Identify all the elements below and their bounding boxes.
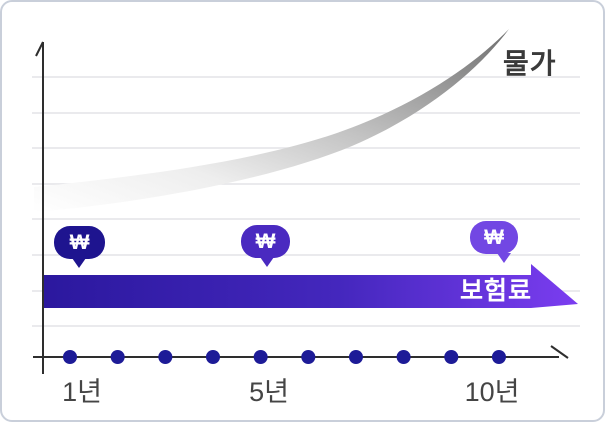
timeline-dot xyxy=(253,350,268,364)
won-symbol-icon: ₩ xyxy=(484,226,504,249)
axes xyxy=(33,41,569,374)
timeline-dot xyxy=(396,350,411,364)
timeline-dot xyxy=(63,350,77,364)
price-curve xyxy=(34,29,509,212)
y-axis-arrowhead xyxy=(35,41,44,57)
timeline-dot xyxy=(158,350,173,364)
badge-tail-pointer xyxy=(260,257,274,267)
timeline-dot xyxy=(444,350,459,364)
timeline-dot xyxy=(301,350,316,364)
timeline-dots xyxy=(63,350,506,364)
x-axis-arrowhead xyxy=(550,345,569,359)
timeline-dot xyxy=(110,350,125,364)
premium-arrow-label: 보험료 xyxy=(459,277,532,305)
won-badge-year10: ₩ xyxy=(470,221,518,263)
won-symbol-icon: ₩ xyxy=(69,231,90,254)
won-symbol-icon: ₩ xyxy=(255,230,276,253)
timeline-dot xyxy=(348,350,363,364)
x-tick-label-1year: 1년 xyxy=(62,377,102,407)
premium-arrow xyxy=(44,264,578,308)
x-tick-label-5year: 5년 xyxy=(249,377,289,407)
timeline-dot xyxy=(491,350,506,364)
won-badge-year5: ₩ xyxy=(241,225,290,267)
timeline-dot xyxy=(205,350,220,364)
x-tick-label-10year: 10년 xyxy=(464,377,520,407)
badge-tail-pointer xyxy=(497,253,511,263)
price-curve-label: 물가 xyxy=(503,48,557,79)
won-badge-year1: ₩ xyxy=(54,226,105,268)
badge-tail-pointer xyxy=(72,258,86,268)
